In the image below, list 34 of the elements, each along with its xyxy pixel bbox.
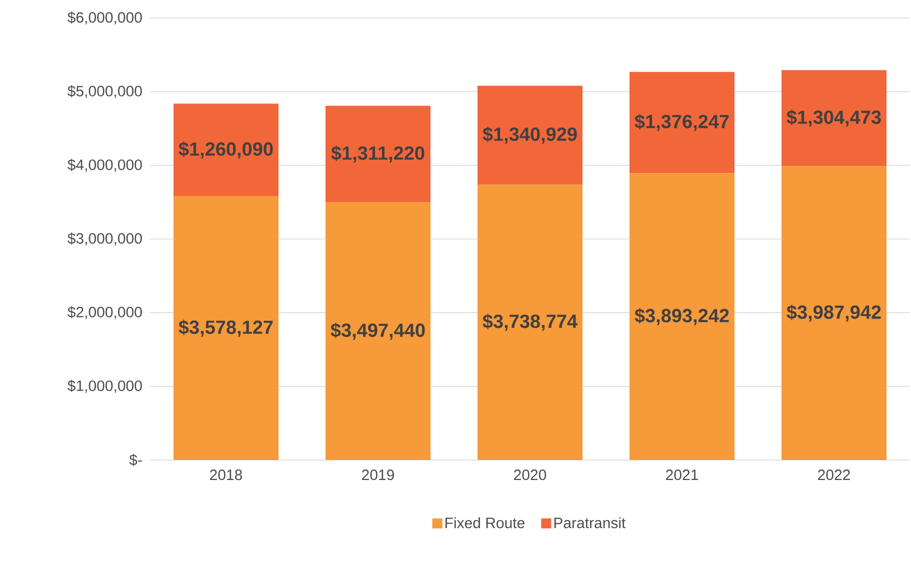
x-tick-label: 2019	[362, 470, 394, 480]
bar	[326, 202, 430, 460]
data-label: $3,893,242	[634, 308, 729, 326]
bar	[174, 104, 278, 196]
bar	[630, 72, 734, 174]
data-label: $1,376,247	[634, 114, 729, 132]
bar	[630, 173, 734, 460]
legend-label: Paratransit	[554, 517, 626, 528]
data-label: $1,311,220	[331, 146, 424, 163]
y-tick-label: $-	[129, 454, 142, 466]
data-label: $3,497,440	[330, 322, 425, 340]
bar	[782, 70, 886, 166]
data-label: $1,304,473	[786, 110, 881, 127]
x-tick-label: 2021	[666, 470, 698, 480]
bar	[326, 106, 430, 202]
bar	[174, 196, 278, 460]
data-label: $3,738,774	[482, 314, 578, 331]
data-label: $1,340,929	[482, 126, 577, 144]
y-tick-label: $3,000,000	[68, 232, 142, 246]
y-tick-label: $2,000,000	[68, 306, 142, 320]
data-label: $3,987,942	[786, 304, 881, 322]
y-tick-label: $1,000,000	[68, 380, 142, 393]
y-tick-label: $5,000,000	[68, 85, 142, 98]
x-tick-label: 2022	[818, 470, 850, 480]
bar	[478, 86, 582, 185]
x-tick-label: 2018	[210, 470, 242, 480]
legend-label: Fixed Route	[446, 517, 524, 528]
data-label: $3,578,127	[178, 320, 273, 337]
x-tick-label: 2020	[514, 470, 546, 480]
bar	[478, 184, 582, 460]
bar	[782, 166, 886, 460]
y-tick-label: $4,000,000	[68, 158, 142, 172]
y-tick-label: $6,000,000	[68, 11, 142, 25]
data-label: $1,260,090	[178, 141, 273, 159]
